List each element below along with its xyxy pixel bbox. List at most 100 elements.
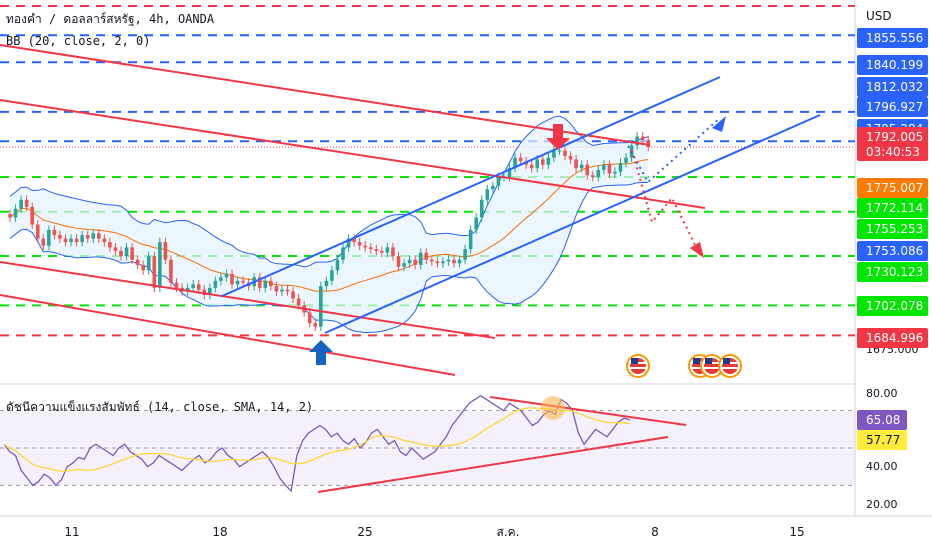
time-axis[interactable]: 11 18 25 ส.ค. 8 15	[64, 525, 804, 539]
price-label-bg	[857, 55, 928, 75]
candle-body	[518, 157, 523, 162]
countdown-label: 03:40:53	[866, 145, 920, 159]
candle-body	[446, 259, 451, 262]
candle-body	[346, 238, 351, 248]
candle-body	[230, 273, 234, 285]
red-channel-line	[0, 99, 706, 209]
candle-body	[368, 247, 373, 250]
candle-body	[596, 169, 601, 177]
candle-body	[535, 159, 540, 169]
candle-body	[74, 238, 79, 243]
candle-body	[341, 247, 345, 260]
candle-body	[91, 233, 96, 239]
us-flag-stripe	[630, 367, 646, 369]
candle-body	[380, 250, 384, 253]
candle-body	[8, 213, 12, 218]
candle-body	[452, 259, 456, 264]
candle-body	[307, 312, 312, 324]
us-flag-stripe	[692, 367, 708, 369]
candle-body	[363, 245, 367, 248]
candle-body	[546, 157, 551, 165]
candle-body	[474, 217, 478, 230]
candle-body	[235, 280, 240, 285]
candle-body	[263, 280, 268, 288]
buy-arrow	[309, 340, 333, 365]
candle-body	[196, 284, 201, 290]
red-channel-line	[0, 294, 456, 376]
candle-body	[69, 238, 73, 243]
rsi-highlight	[541, 396, 565, 420]
candle-body	[607, 164, 612, 174]
candle-body	[568, 155, 573, 160]
candle-body	[585, 164, 589, 176]
price-axis[interactable]: USD1850.0001675.0001855.5561840.1991812.…	[857, 9, 928, 356]
price-label: 1753.086	[866, 244, 923, 258]
candle-body	[335, 259, 340, 271]
rsi-line	[3, 394, 631, 493]
blue-channel-line	[221, 76, 721, 297]
candle-body	[274, 286, 279, 292]
candle-body	[163, 242, 168, 260]
red-channel-line	[0, 261, 496, 339]
economic-events[interactable]	[626, 354, 742, 378]
rsi-tick: 20.00	[866, 498, 898, 511]
candle-body	[219, 277, 223, 281]
candle-body	[291, 291, 295, 299]
price-label: 1840.199	[866, 58, 923, 72]
symbol-title[interactable]: ทองคำ / ดอลลาร์สหรัฐ, 4h, OANDA	[6, 12, 215, 26]
bb-upper	[9, 115, 649, 268]
candle-body	[296, 298, 301, 306]
rsi-lines	[0, 394, 855, 493]
rsi-tick: 40.00	[866, 460, 898, 473]
candle-body	[146, 256, 151, 271]
candle-body	[324, 280, 329, 287]
candle-body	[424, 252, 429, 260]
candle-body	[30, 206, 34, 225]
rsi-axis[interactable]: 80.00 40.00 20.00 65.08 57.77	[857, 387, 907, 511]
rsi-title[interactable]: ดัชนีความแข็งแรงสัมพัทธ์ (14, close, SMA…	[6, 400, 314, 414]
candle-body	[485, 189, 490, 200]
candle-body	[435, 261, 440, 264]
price-label-bg	[857, 219, 928, 239]
candle-body	[202, 289, 207, 295]
candle-body	[85, 235, 90, 239]
candle-body	[646, 140, 651, 148]
candle-body	[80, 235, 84, 243]
price-label-bg	[857, 28, 928, 48]
candle-body	[624, 157, 628, 163]
candle-body	[124, 247, 129, 257]
candle-body	[396, 256, 401, 267]
candle-body	[557, 150, 562, 152]
projection-red	[631, 149, 701, 256]
time-tick: 15	[789, 525, 804, 539]
candle-body	[479, 199, 484, 218]
candle-body	[385, 247, 390, 253]
rsi-tick: 80.00	[866, 387, 898, 400]
candle-body	[563, 150, 567, 156]
candle-body	[47, 229, 51, 246]
indicator-title[interactable]: BB (20, close, 2, 0)	[6, 34, 151, 48]
candle-body	[640, 136, 645, 141]
candle-body	[285, 289, 290, 292]
candle-body	[97, 233, 101, 239]
candle-body	[468, 229, 473, 250]
time-tick: 18	[212, 525, 227, 539]
candle-body	[352, 238, 356, 243]
time-tick: 11	[64, 525, 79, 539]
horizontal-levels	[0, 5, 855, 337]
us-flag-canton	[693, 358, 700, 364]
candle-body	[313, 323, 318, 327]
candle-body	[113, 247, 118, 251]
rsi-label-bg	[857, 430, 907, 450]
price-label-bg	[857, 328, 928, 348]
candle-body	[463, 249, 467, 260]
candle-body	[418, 252, 423, 265]
candle-body	[635, 136, 639, 146]
time-tick: 8	[651, 525, 659, 539]
candle-body	[141, 265, 145, 271]
candle-body	[19, 199, 23, 209]
price-label-bg	[857, 296, 928, 316]
bb-basis	[9, 159, 649, 292]
